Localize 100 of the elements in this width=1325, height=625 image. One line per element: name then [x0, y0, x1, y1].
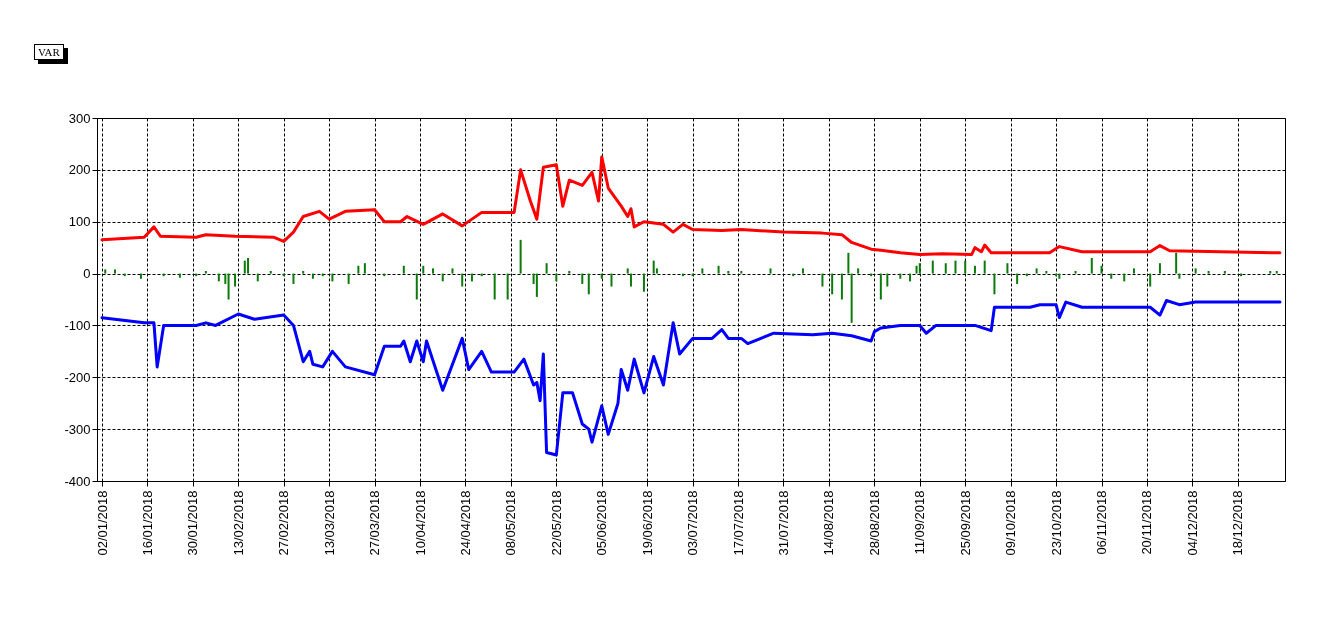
bar	[1035, 268, 1038, 274]
bar	[701, 268, 704, 274]
x-tick-label: 14/08/2018	[821, 490, 837, 556]
bar	[461, 273, 464, 287]
x-tick-label: 10/04/2018	[412, 490, 428, 556]
bar	[587, 273, 590, 295]
bar	[402, 265, 405, 274]
bar	[568, 270, 571, 274]
bar	[931, 260, 934, 274]
bar	[1207, 270, 1210, 274]
bar	[1275, 270, 1278, 274]
bar	[247, 258, 250, 274]
x-tick-label: 06/11/2018	[1094, 490, 1110, 555]
y-tick-label: 200	[68, 162, 91, 178]
line-series	[100, 155, 1282, 256]
x-tick-label: 17/07/2018	[730, 490, 746, 556]
x-tick-label: 30/01/2018	[185, 490, 201, 556]
x-tick-label: 23/10/2018	[1048, 490, 1064, 556]
x-tick-label: 05/06/2018	[594, 490, 610, 556]
bar	[652, 260, 655, 274]
bar	[899, 273, 902, 279]
x-tick-label: 11/09/2018	[912, 490, 928, 555]
bar	[610, 273, 613, 287]
y-tick-label: 0	[83, 266, 91, 282]
x-tick-label: 28/08/2018	[866, 490, 882, 556]
bar	[1149, 273, 1152, 287]
bar	[886, 273, 889, 287]
x-tick-label: 03/07/2018	[685, 490, 701, 556]
bar	[727, 270, 730, 274]
bar	[1132, 268, 1135, 274]
bar	[234, 273, 237, 287]
bar	[178, 273, 181, 278]
x-tick-label: 16/01/2018	[139, 490, 155, 556]
x-tick-label: 02/01/2018	[94, 490, 110, 556]
bar	[954, 260, 957, 274]
bar	[535, 273, 538, 297]
bar	[347, 273, 350, 284]
bar	[432, 268, 435, 274]
bar	[415, 273, 418, 300]
bar	[1016, 273, 1019, 284]
bar	[801, 268, 804, 274]
bar	[302, 270, 305, 274]
bar	[224, 273, 227, 284]
bar	[740, 270, 743, 274]
bar	[1074, 270, 1077, 274]
x-tick-label: 27/02/2018	[276, 490, 292, 556]
bar	[113, 269, 116, 274]
bar	[857, 268, 860, 274]
bar	[879, 273, 882, 300]
bar	[363, 263, 366, 274]
x-tick-label: 08/05/2018	[503, 490, 519, 556]
bar	[1178, 273, 1181, 279]
bar	[139, 273, 142, 279]
bar	[840, 273, 843, 300]
x-tick-label: 13/02/2018	[230, 490, 246, 556]
bar	[243, 260, 246, 274]
bar	[629, 273, 632, 287]
chart-title: VAR	[34, 44, 64, 60]
x-tick-label: 27/03/2018	[367, 490, 383, 556]
bar	[1223, 270, 1226, 274]
bar	[1269, 270, 1272, 274]
x-tick-label: 19/06/2018	[639, 490, 655, 556]
bar	[850, 273, 853, 323]
bar	[422, 265, 425, 274]
bar	[493, 273, 496, 300]
bar	[545, 263, 548, 274]
bar	[918, 263, 921, 274]
bar	[1006, 263, 1009, 274]
bar	[227, 273, 230, 300]
y-tick-label: -400	[64, 473, 91, 489]
bar	[104, 269, 107, 274]
bar	[269, 270, 272, 274]
bar	[581, 273, 584, 284]
bar	[847, 252, 850, 274]
bar	[1194, 268, 1197, 274]
y-tick-label: -200	[64, 369, 91, 385]
bar	[1158, 263, 1161, 274]
bar	[993, 273, 996, 295]
bar	[357, 265, 360, 274]
x-tick-label: 04/12/2018	[1184, 490, 1200, 556]
bar	[1090, 258, 1093, 274]
bar	[821, 273, 824, 287]
y-tick-label: -300	[64, 421, 91, 437]
bar	[1110, 273, 1113, 279]
bar	[1045, 270, 1048, 274]
x-tick-label: 09/10/2018	[1003, 490, 1019, 556]
x-tick-label: 13/03/2018	[321, 490, 337, 556]
bar	[642, 273, 645, 292]
bar	[204, 270, 207, 274]
bar	[451, 268, 454, 274]
bar	[1175, 252, 1178, 274]
bar	[626, 268, 629, 274]
bar	[944, 263, 947, 274]
bar	[292, 273, 295, 284]
bar	[915, 265, 918, 274]
x-tick-label: 22/05/2018	[548, 490, 564, 556]
bar	[973, 265, 976, 274]
bar	[311, 273, 314, 279]
y-tick-label: 100	[68, 214, 91, 230]
line-series	[100, 299, 1282, 457]
